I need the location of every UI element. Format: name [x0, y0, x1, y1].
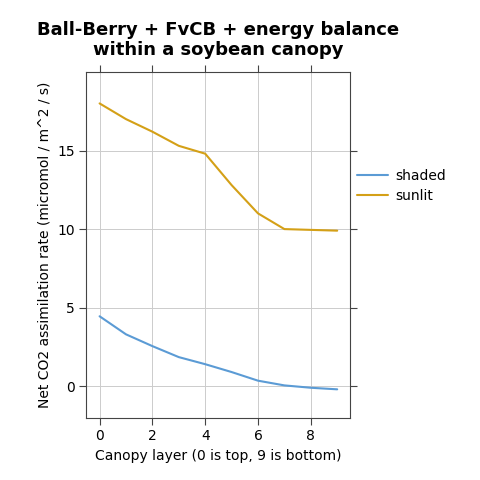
sunlit — [123, 116, 129, 122]
Line: shaded: shaded — [100, 316, 337, 389]
sunlit — [203, 151, 208, 156]
shaded — [308, 385, 314, 391]
shaded — [150, 343, 156, 349]
sunlit — [335, 228, 340, 234]
shaded — [281, 383, 287, 388]
Y-axis label: Net CO2 assimilation rate (micromol / m^2 / s): Net CO2 assimilation rate (micromol / m^… — [37, 82, 51, 408]
shaded — [203, 361, 208, 367]
shaded — [228, 369, 234, 375]
shaded — [335, 386, 340, 392]
sunlit — [308, 227, 314, 233]
sunlit — [96, 100, 103, 106]
sunlit — [281, 226, 287, 232]
X-axis label: Canopy layer (0 is top, 9 is bottom): Canopy layer (0 is top, 9 is bottom) — [95, 449, 342, 463]
sunlit — [176, 143, 181, 149]
sunlit — [150, 129, 156, 134]
shaded — [123, 332, 129, 337]
Line: sunlit: sunlit — [100, 103, 337, 231]
sunlit — [255, 211, 261, 216]
shaded — [96, 313, 103, 319]
Legend: shaded, sunlit: shaded, sunlit — [357, 169, 445, 203]
sunlit — [228, 182, 234, 188]
shaded — [255, 378, 261, 384]
Title: Ball-Berry + FvCB + energy balance
within a soybean canopy: Ball-Berry + FvCB + energy balance withi… — [37, 21, 399, 60]
shaded — [176, 354, 181, 360]
